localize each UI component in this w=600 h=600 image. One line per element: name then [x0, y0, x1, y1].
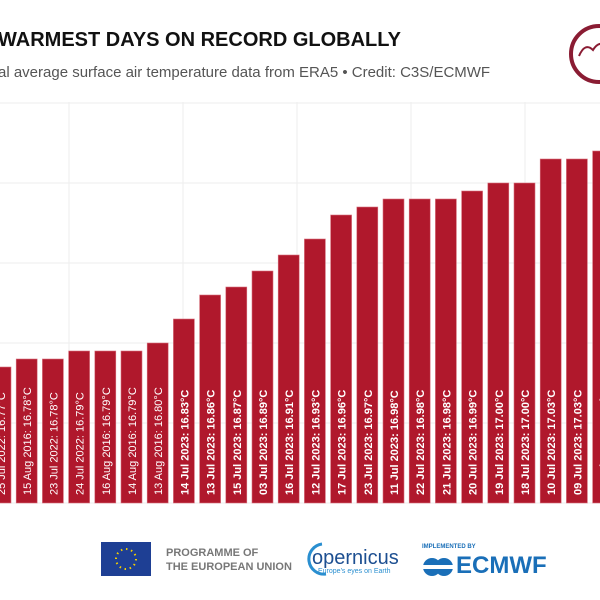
bar-label: 13 Jul 2023: 16.86°C — [206, 390, 218, 495]
bar-label: 15 Jul 2023: 16.87°C — [232, 390, 244, 495]
bar — [173, 318, 195, 504]
bar-label: 17 Jul 2023: 16.96°C — [337, 390, 349, 495]
bar — [330, 214, 352, 504]
bar-label: 08 Jul 2023: 17.04°C — [599, 390, 600, 495]
bar-label: 03 Jul 2023: 16.89°C — [258, 390, 270, 495]
bar — [513, 182, 536, 504]
bar — [277, 254, 300, 504]
c3s-logo — [569, 24, 600, 84]
bar-label: 12 Jul 2023: 16.93°C — [310, 390, 322, 495]
bar — [592, 150, 600, 504]
bar-label: 25 Jul 2022: 16.77°C — [0, 392, 8, 495]
bar-label: 10 Jul 2023: 17.03°C — [546, 390, 558, 495]
bar — [356, 206, 379, 504]
bar-label: 20 Jul 2023: 16.99°C — [468, 390, 480, 495]
eu-flag-icon — [101, 542, 151, 576]
bar-label: 23 Jul 2022: 16.78°C — [48, 392, 60, 495]
copernicus-logo-text: opernicus — [312, 547, 399, 569]
chart-title: WARMEST DAYS ON RECORD GLOBALLY — [0, 29, 401, 51]
bar — [15, 358, 38, 504]
bar-label: 14 Jul 2023: 16.83°C — [179, 390, 191, 495]
bar — [251, 270, 274, 504]
ecmwf-logo-icon — [422, 558, 454, 576]
bar — [435, 198, 457, 504]
bar — [382, 198, 405, 504]
bar-label: 13 Aug 2016: 16.80°C — [153, 387, 165, 495]
bar — [94, 350, 117, 504]
ecmwf-logo-text: ECMWF — [456, 552, 547, 579]
bar-label: 19 Jul 2023: 17.00°C — [494, 390, 506, 495]
bar — [68, 350, 90, 504]
bar — [146, 342, 169, 504]
bar — [461, 190, 483, 504]
bar — [120, 350, 143, 504]
bar — [408, 198, 431, 504]
eu-programme-text: PROGRAMME OF THE EUROPEAN UNION — [166, 547, 292, 573]
bar-label: 09 Jul 2023: 17.03°C — [572, 390, 584, 495]
bar — [487, 182, 510, 504]
bar-label: 16 Aug 2016: 16.79°C — [101, 387, 113, 495]
copernicus-tagline: Europe's eyes on Earth — [318, 568, 391, 575]
bar-label: 18 Jul 2023: 17.00°C — [520, 390, 532, 495]
bar-label: 23 Jul 2023: 16.97°C — [363, 390, 375, 495]
bar — [0, 366, 12, 504]
bar — [566, 158, 588, 504]
bar-label: 24 Jul 2022: 16.79°C — [75, 392, 87, 495]
copernicus-arc-icon — [307, 542, 327, 576]
bar — [539, 158, 562, 504]
bar-label: 11 Jul 2023: 16.98°C — [389, 390, 401, 495]
chart-subtitle: al average surface air temperature data … — [0, 64, 491, 81]
bar-label: 14 Aug 2016: 16.79°C — [127, 387, 139, 495]
bar-label: 15 Aug 2016: 16.78°C — [22, 387, 34, 495]
bar-label: 16 Jul 2023: 16.91°C — [284, 390, 296, 495]
bar — [225, 286, 248, 504]
bar-label: 21 Jul 2023: 16.98°C — [441, 390, 453, 495]
implemented-by: IMPLEMENTED BY — [422, 544, 476, 550]
bar — [304, 238, 326, 504]
bar — [42, 358, 64, 504]
bar — [199, 294, 221, 504]
bar-label: 22 Jul 2023: 16.98°C — [415, 390, 427, 495]
